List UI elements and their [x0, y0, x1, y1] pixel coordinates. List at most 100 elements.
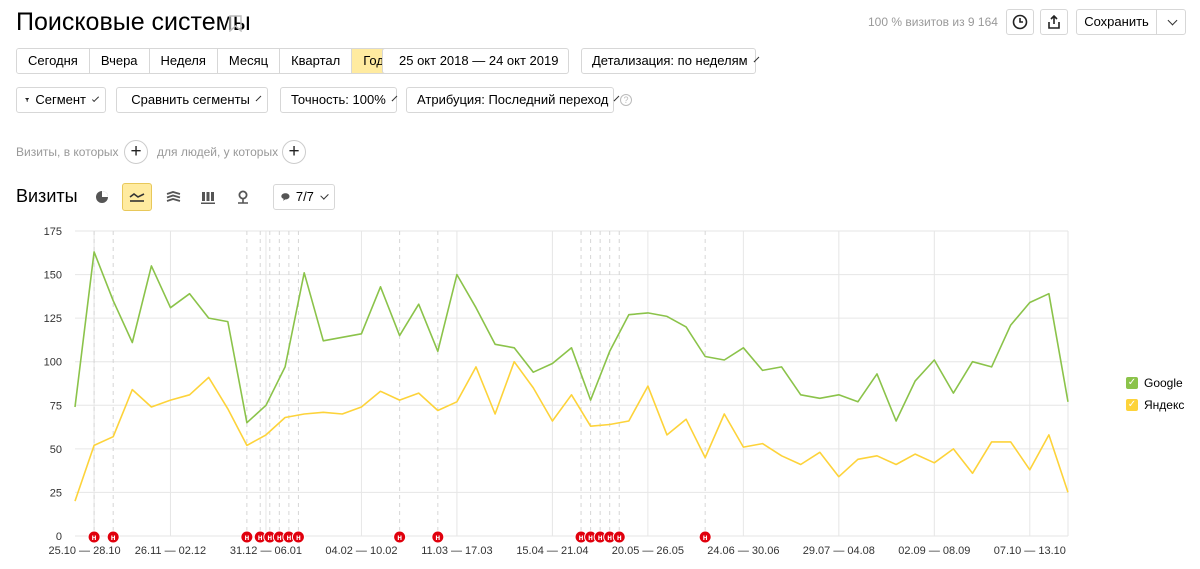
filter-icon — [25, 98, 30, 102]
series-line-yandex — [74, 360, 1069, 502]
page-title: Поисковые системы — [16, 8, 251, 36]
visits-summary: 100 % визитов из 9 164 — [868, 15, 998, 29]
pie-chart-icon — [96, 191, 108, 203]
series-line-google — [74, 251, 1069, 424]
checkbox-icon: ✓ — [1126, 399, 1138, 411]
y-tick-label: 25 — [50, 487, 62, 499]
segment-button[interactable]: Сегмент — [16, 87, 106, 113]
holiday-marker — [431, 530, 445, 544]
x-tick-label: 24.06 — 30.06 — [707, 545, 779, 557]
save-button-label: Сохранить — [1084, 14, 1149, 29]
people-condition-label: для людей, у которых — [157, 145, 279, 159]
holiday-marker-label: н — [607, 533, 612, 542]
holiday-marker — [240, 530, 254, 544]
holiday-marker-label: н — [598, 533, 603, 542]
x-tick-label: 07.10 — 13.10 — [994, 545, 1066, 557]
annotations-button[interactable]: 7/7 — [273, 184, 335, 210]
visits-condition-label: Визиты, в которых — [16, 145, 119, 159]
x-tick-label: 31.12 — 06.01 — [230, 545, 302, 557]
area-chart-button[interactable] — [158, 183, 188, 211]
legend-label-google: Google — [1144, 376, 1183, 390]
holiday-marker-label: н — [286, 533, 291, 542]
line-chart-button[interactable] — [122, 183, 152, 211]
holiday-marker — [393, 530, 407, 544]
holiday-marker — [291, 530, 305, 544]
save-button[interactable]: Сохранить — [1076, 9, 1157, 35]
date-range-button[interactable]: 25 окт 2018 — 24 окт 2019 — [382, 48, 569, 74]
date-range-label: 25 окт 2018 — 24 окт 2019 — [399, 53, 559, 68]
y-tick-label: 100 — [44, 357, 62, 369]
holiday-marker-label: н — [397, 533, 402, 542]
save-options-button[interactable] — [1156, 9, 1186, 35]
attribution-dropdown[interactable]: Атрибуция: Последний переход — [406, 87, 620, 113]
holiday-marker-label: н — [277, 533, 282, 542]
x-tick-label: 29.07 — 04.08 — [803, 545, 875, 557]
legend-item-yandex[interactable]: ✓ Яндекс — [1126, 398, 1184, 412]
line-chart-icon — [129, 193, 145, 202]
chart-title: Визиты — [16, 186, 78, 206]
annotations-count: 7/7 — [295, 189, 314, 204]
holiday-marker — [87, 530, 101, 544]
checkbox-icon: ✓ — [1126, 377, 1138, 389]
y-tick-label: 125 — [44, 313, 62, 325]
holiday-marker-label: н — [267, 533, 272, 542]
x-tick-label: 02.09 — 08.09 — [898, 545, 970, 557]
holiday-marker-label: н — [579, 533, 584, 542]
accuracy-dropdown[interactable]: Точность: 100% — [280, 87, 398, 113]
holiday-marker-label: н — [92, 533, 97, 542]
holiday-marker-label: н — [588, 533, 593, 542]
x-tick-label: 04.02 — 10.02 — [325, 545, 397, 557]
y-tick-label: 75 — [50, 400, 62, 412]
y-tick-label: 175 — [44, 226, 62, 238]
accuracy-label: Точность: 100% — [291, 92, 386, 107]
compare-label: Сравнить сегменты — [131, 92, 250, 107]
period-tab-1[interactable]: Вчера — [89, 49, 150, 73]
share-icon — [1048, 14, 1060, 29]
period-tab-2[interactable]: Неделя — [149, 49, 218, 73]
add-people-condition-button[interactable]: + — [282, 140, 306, 164]
area-chart-icon — [166, 191, 180, 202]
holiday-marker-label: н — [617, 533, 622, 542]
holiday-marker-label: н — [703, 533, 708, 542]
add-visit-condition-button[interactable]: + — [124, 140, 148, 164]
period-tab-0[interactable]: Сегодня — [17, 49, 90, 73]
holiday-marker-label: н — [435, 533, 440, 542]
holiday-marker-label: н — [111, 533, 116, 542]
bar-chart-button[interactable] — [193, 183, 223, 211]
period-tab-3[interactable]: Месяц — [217, 49, 281, 73]
holiday-marker — [106, 530, 120, 544]
compare-segments-button[interactable]: Сравнить сегменты — [116, 87, 268, 113]
pie-chart-button[interactable] — [87, 183, 117, 211]
legend-item-google[interactable]: ✓ Google — [1126, 376, 1183, 390]
holiday-marker-label: н — [258, 533, 263, 542]
x-tick-label: 26.11 — 02.12 — [135, 545, 206, 557]
attribution-label: Атрибуция: Последний переход — [417, 92, 609, 107]
map-pin-icon — [238, 190, 248, 204]
period-selector: Сегодня Вчера Неделя Месяц Квартал Год — [16, 48, 396, 74]
x-tick-label: 15.04 — 21.04 — [516, 545, 588, 557]
holiday-marker — [612, 530, 626, 544]
legend-label-yandex: Яндекс — [1144, 398, 1185, 412]
y-tick-label: 150 — [44, 270, 62, 282]
period-tab-4[interactable]: Квартал — [280, 49, 353, 73]
detail-label: Детализация: по неделям — [592, 53, 748, 68]
export-button[interactable] — [1040, 9, 1068, 35]
map-button[interactable] — [228, 183, 258, 211]
x-tick-label: 11.03 — 17.03 — [421, 545, 492, 557]
holiday-marker — [698, 530, 712, 544]
bookmark-icon[interactable] — [229, 15, 242, 33]
clock-icon — [1012, 14, 1028, 30]
help-icon[interactable]: ? — [620, 94, 632, 106]
holiday-marker-label: н — [244, 533, 249, 542]
bar-chart-icon — [201, 191, 215, 204]
holiday-marker-label: н — [296, 533, 301, 542]
x-tick-label: 20.05 — 26.05 — [612, 545, 684, 557]
x-tick-label: 25.10 — 28.10 — [48, 545, 120, 557]
segment-label: Сегмент — [35, 92, 86, 107]
y-tick-label: 50 — [50, 444, 62, 456]
history-button[interactable] — [1006, 9, 1034, 35]
comment-icon — [281, 193, 290, 201]
y-tick-label: 0 — [56, 531, 62, 543]
detail-dropdown[interactable]: Детализация: по неделям — [581, 48, 759, 74]
